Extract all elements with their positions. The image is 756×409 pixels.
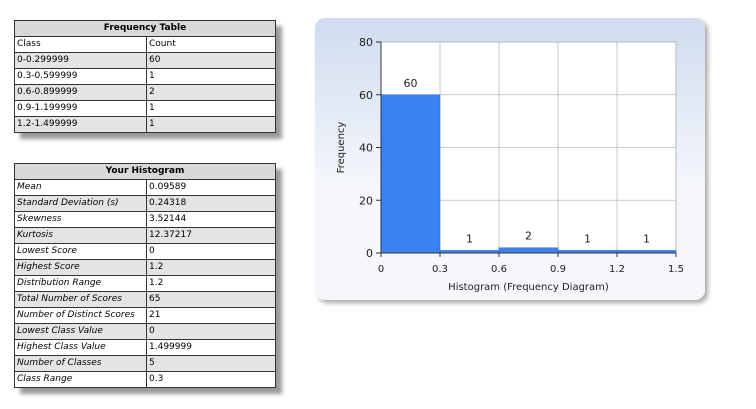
stat-value: 12.37217	[146, 227, 276, 244]
stat-label: Number of Distinct Scores	[14, 307, 147, 324]
freq-header-count: Count	[146, 36, 276, 53]
x-tick-label: 0.3	[432, 264, 448, 275]
bar-data-label: 1	[584, 232, 591, 245]
stat-label: Skewness	[14, 211, 147, 228]
y-tick-label: 40	[359, 142, 373, 155]
x-tick-label: 0.6	[491, 264, 507, 275]
class-cell: 0.6-0.899999	[14, 84, 147, 101]
y-tick-label: 80	[359, 36, 373, 49]
y-tick-label: 60	[359, 89, 373, 102]
class-cell: 0.3-0.599999	[14, 68, 147, 85]
table-row: Distribution Range 1.2	[14, 275, 276, 292]
y-tick-label: 20	[359, 194, 373, 207]
stat-value: 0.24318	[146, 195, 276, 212]
table-row: Skewness 3.52144	[14, 211, 276, 228]
x-tick-label: 1.2	[609, 264, 625, 275]
stat-label: Highest Class Value	[14, 339, 147, 356]
x-tick-label: 0.9	[550, 264, 566, 275]
table-row: Lowest Score 0	[14, 243, 276, 260]
x-axis-title: Histogram (Frequency Diagram)	[448, 282, 609, 293]
table-row: Standard Deviation (s) 0.24318	[14, 195, 276, 212]
table-row: Number of Classes 5	[14, 355, 276, 372]
x-tick-label: 0	[378, 264, 384, 275]
freq-header-class: Class	[14, 36, 147, 53]
table-row: Mean 0.09589	[14, 179, 276, 196]
frequency-table: Frequency Table Class Count 0-0.299999 60 0.…	[14, 20, 276, 133]
histogram-stats-table: Your Histogram Mean 0.09589 Standard Devia…	[14, 163, 276, 388]
stat-value: 0.3	[146, 371, 276, 388]
class-cell: 0.9-1.199999	[14, 100, 147, 117]
bar-data-label: 2	[525, 230, 532, 243]
table-row: Class Range 0.3	[14, 371, 276, 388]
frequency-table-title: Frequency Table	[14, 20, 276, 37]
stat-label: Standard Deviation (s)	[14, 195, 147, 212]
stat-value: 5	[146, 355, 276, 372]
stat-value: 65	[146, 291, 276, 308]
class-cell: 1.2-1.499999	[14, 116, 147, 133]
table-row: 0.6-0.899999 2	[14, 84, 276, 101]
histogram-bar	[498, 247, 559, 254]
table-row: Lowest Class Value 0	[14, 323, 276, 340]
stat-label: Kurtosis	[14, 227, 147, 244]
table-row: Kurtosis 12.37217	[14, 227, 276, 244]
table-row: Highest Class Value 1.499999	[14, 339, 276, 356]
table-row: 0.3-0.599999 1	[14, 68, 276, 85]
stat-value: 0	[146, 243, 276, 260]
x-tick-label: 1.5	[668, 264, 684, 275]
stat-value: 3.52144	[146, 211, 276, 228]
table-row: Total Number of Scores 65	[14, 291, 276, 308]
bar-data-label: 1	[466, 232, 473, 245]
stat-value: 0.09589	[146, 179, 276, 196]
stat-value: 21	[146, 307, 276, 324]
stat-label: Lowest Class Value	[14, 323, 147, 340]
count-cell: 60	[146, 52, 276, 69]
stat-label: Total Number of Scores	[14, 291, 147, 308]
table-row: 0-0.299999 60	[14, 52, 276, 69]
histogram-bar	[380, 94, 441, 254]
histogram-chart: 60 1 2 1 1 0 20 40 60 80 0 0.3 0.6 0.9 1.2 1.5 Histogram…	[336, 36, 684, 293]
stat-label: Number of Classes	[14, 355, 147, 372]
count-cell: 2	[146, 84, 276, 101]
count-cell: 1	[146, 116, 276, 133]
table-row: 0.9-1.199999 1	[14, 100, 276, 117]
count-cell: 1	[146, 100, 276, 117]
y-tick-label: 0	[366, 247, 373, 260]
table-row: Number of Distinct Scores 21	[14, 307, 276, 324]
table-row: 1.2-1.499999 1	[14, 116, 276, 133]
count-cell: 1	[146, 68, 276, 85]
stat-value: 1.499999	[146, 339, 276, 356]
stat-label: Class Range	[14, 371, 147, 388]
bar-data-label: 60	[404, 77, 418, 90]
stat-label: Lowest Score	[14, 243, 147, 260]
stat-label: Mean	[14, 179, 147, 196]
stat-value: 0	[146, 323, 276, 340]
stat-label: Highest Score	[14, 259, 147, 276]
y-axis-title: Frequency	[336, 122, 347, 174]
class-cell: 0-0.299999	[14, 52, 147, 69]
stat-value: 1.2	[146, 275, 276, 292]
stat-label: Distribution Range	[14, 275, 147, 292]
stat-value: 1.2	[146, 259, 276, 276]
bar-data-label: 1	[643, 232, 650, 245]
histogram-stats-title: Your Histogram	[14, 163, 276, 180]
table-row: Highest Score 1.2	[14, 259, 276, 276]
